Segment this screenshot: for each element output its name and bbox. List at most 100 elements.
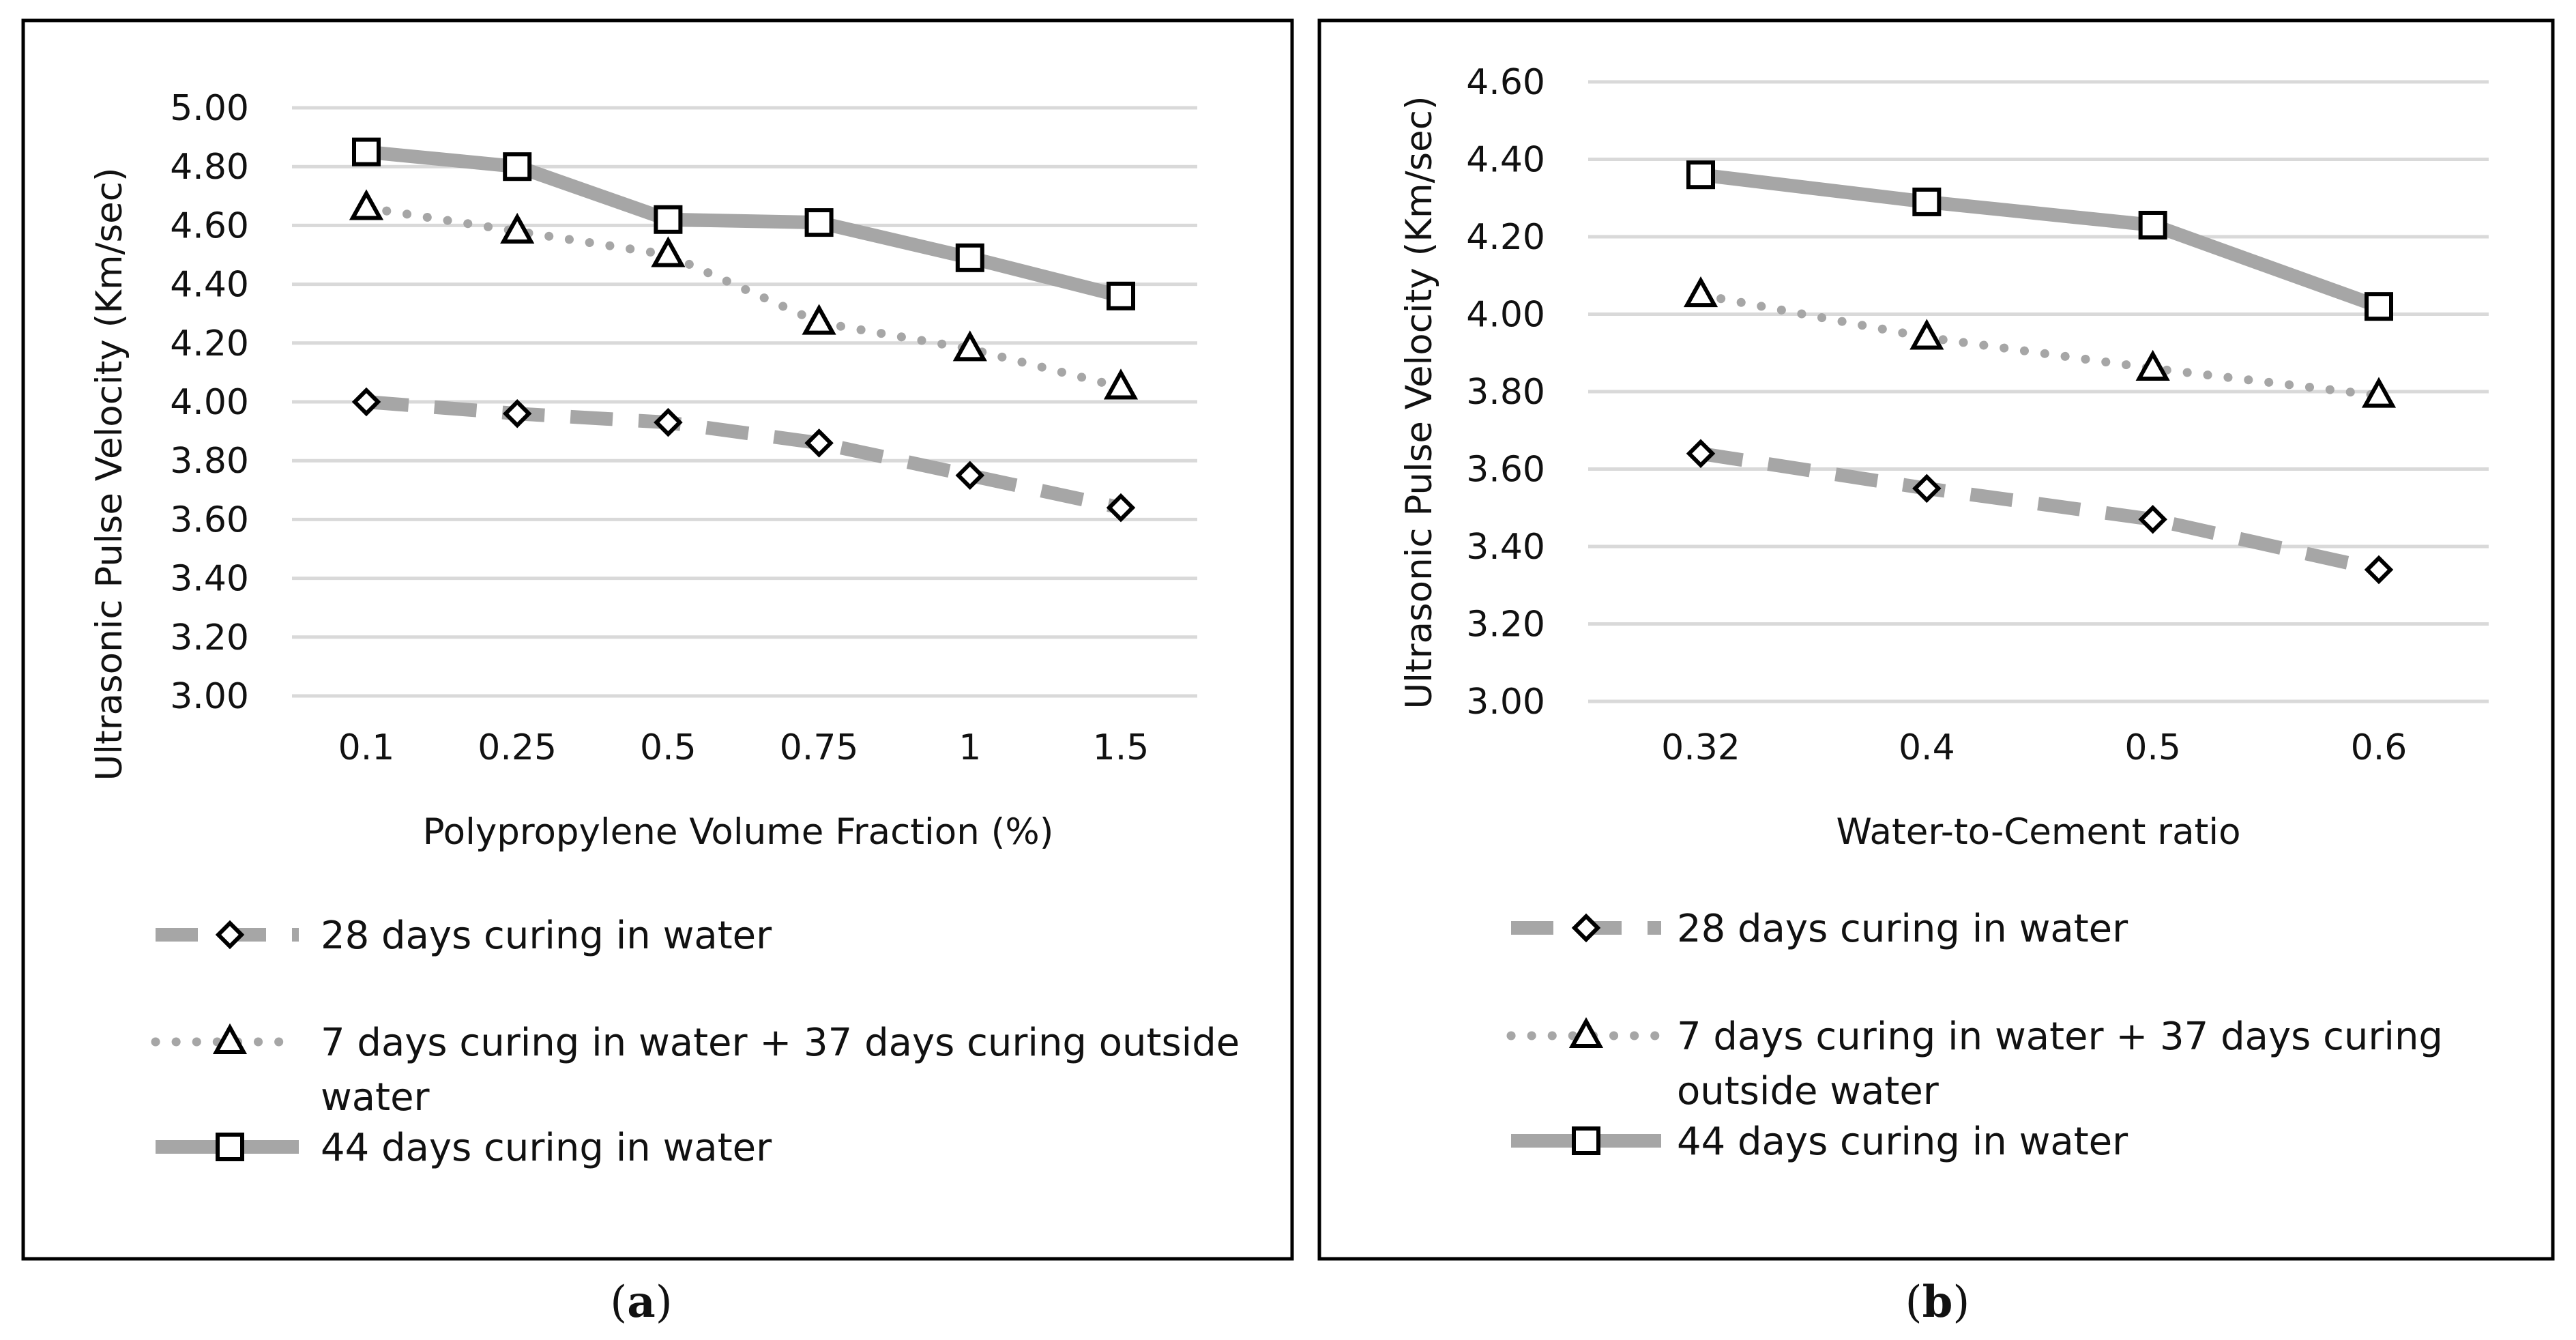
x-tick-label: 1.5: [1093, 727, 1150, 768]
y-tick-label: 4.20: [170, 323, 249, 364]
series-line-square: [1699, 168, 2382, 313]
data-point-diamond: [955, 461, 985, 490]
panel-b-legend: 28 days curing in water 7 days curing in …: [1506, 907, 2443, 1164]
data-point-triangle: [1683, 276, 1718, 308]
data-point-diamond: [2364, 555, 2394, 585]
data-point-triangle: [2135, 349, 2170, 381]
y-tick-label: 4.60: [170, 205, 249, 246]
y-tick-label: 3.60: [1466, 450, 1545, 491]
x-tick-label: 0.75: [780, 727, 859, 768]
panel-b-caption: (b): [1905, 1277, 1970, 1328]
legend-label: water: [321, 1075, 430, 1120]
x-tick-label: 0.5: [2124, 727, 2181, 768]
y-tick-label: 3.00: [170, 676, 249, 717]
y-tick-label: 3.80: [1466, 372, 1545, 413]
y-tick-label: 5.00: [170, 88, 249, 129]
data-point-diamond: [1686, 439, 1716, 469]
legend-marker-triangle: [1568, 1017, 1604, 1048]
panel-b-y-ticks: 3.00 3.20 3.40 3.60 3.80 4.00 4.20 4.40 4.60: [1466, 62, 1545, 723]
series-line-square: [366, 145, 1123, 303]
x-tick-label: 0.32: [1661, 727, 1740, 768]
data-point-square: [503, 152, 532, 181]
data-point-square: [1912, 187, 1942, 216]
data-point-square: [804, 208, 834, 237]
legend-label: 44 days curing in water: [321, 1126, 772, 1170]
panel-a-y-ticks: 3.00 3.20 3.40 3.60 3.80 4.00 4.20 4.40 4.60 4.80…: [170, 88, 249, 717]
data-point-diamond: [1106, 493, 1136, 523]
x-tick-label: 0.25: [478, 727, 557, 768]
y-tick-label: 3.00: [1466, 682, 1545, 723]
data-point-triangle: [802, 304, 836, 335]
legend-label: outside water: [1677, 1069, 1940, 1113]
data-point-square: [955, 243, 984, 272]
panel-a-y-axis-title: Ultrasonic Pulse Velocity (Km/sec): [89, 167, 130, 781]
panel-a-x-axis-title: Polypropylene Volume Fraction (%): [423, 811, 1054, 853]
x-tick-label: 0.5: [640, 727, 697, 768]
data-point-diamond: [1912, 474, 1942, 504]
panel-a-caption-label: a: [627, 1277, 655, 1328]
series-line-triangle: [1696, 290, 2384, 400]
x-tick-label: 1: [958, 727, 981, 768]
data-point-square: [352, 137, 381, 166]
y-tick-label: 4.00: [1466, 295, 1545, 336]
legend-label: 7 days curing in water + 37 days curing …: [321, 1021, 1240, 1065]
legend-label: 7 days curing in water + 37 days curing: [1677, 1015, 2443, 1059]
data-point-triangle: [2361, 377, 2397, 408]
data-point-diamond: [2138, 505, 2167, 534]
data-point-diamond: [804, 428, 834, 458]
data-point-triangle: [1909, 319, 1944, 350]
chart-panel-b: 3.00 3.20 3.40 3.60 3.80 4.00 4.20 4.40 4.60 0.3…: [1317, 18, 2555, 1328]
panel-a-caption: (a): [610, 1277, 672, 1328]
legend-label: 44 days curing in water: [1677, 1120, 2128, 1164]
y-tick-label: 4.40: [1466, 140, 1545, 181]
panel-b-x-axis-title: Water-to-Cement ratio: [1836, 811, 2241, 853]
y-tick-label: 4.80: [170, 147, 249, 188]
y-tick-label: 4.00: [170, 382, 249, 423]
legend-marker-square: [216, 1133, 244, 1161]
series-line-diamond: [366, 395, 1123, 514]
series-line-diamond: [1699, 446, 2381, 577]
chart-panel-a: 3.00 3.20 3.40 3.60 3.80 4.00 4.20 4.40 4.60 4.80…: [21, 18, 1294, 1328]
legend-marker-square: [1572, 1126, 1600, 1155]
y-tick-label: 3.40: [1466, 527, 1545, 568]
panel-b-y-axis-title: Ultrasonic Pulse Velocity (Km/sec): [1399, 96, 1440, 709]
panel-a-legend: 28 days curing in water 7 days curing in …: [151, 914, 1240, 1170]
legend-marker-diamond: [215, 920, 245, 950]
data-point-square: [654, 205, 683, 234]
panel-a-frame: [21, 18, 1294, 1261]
y-tick-label: 3.40: [170, 559, 249, 600]
y-tick-label: 3.20: [170, 617, 249, 658]
data-point-triangle: [952, 330, 987, 362]
legend-marker-diamond: [1571, 913, 1601, 943]
data-point-triangle: [500, 212, 535, 244]
legend-marker-triangle: [212, 1023, 248, 1054]
data-point-diamond: [502, 398, 532, 428]
data-point-triangle: [651, 236, 686, 267]
panel-a-x-ticks: 0.1 0.25 0.5 0.75 1 1.5: [338, 727, 1150, 768]
data-point-square: [2138, 210, 2167, 239]
y-tick-label: 3.60: [170, 499, 249, 540]
y-tick-label: 4.40: [170, 265, 249, 306]
x-tick-label: 0.1: [338, 727, 395, 768]
y-tick-label: 3.80: [170, 441, 249, 482]
y-tick-label: 3.20: [1466, 605, 1545, 645]
panel-a-series: [349, 137, 1139, 523]
legend-label: 28 days curing in water: [1677, 907, 2128, 951]
data-point-diamond: [654, 407, 683, 437]
data-point-square: [2365, 292, 2393, 321]
panel-a-gridlines: [292, 106, 1197, 698]
panel-b-caption-label: b: [1922, 1277, 1953, 1328]
data-point-diamond: [351, 387, 381, 417]
panel-b-x-ticks: 0.32 0.4 0.5 0.6: [1661, 727, 2407, 768]
data-point-triangle: [1103, 368, 1139, 400]
legend-label: 28 days curing in water: [321, 914, 772, 958]
panel-b-frame: [1317, 18, 2555, 1261]
y-tick-label: 4.20: [1466, 217, 1545, 258]
y-tick-label: 4.60: [1466, 62, 1545, 103]
panel-b-gridlines: [1588, 80, 2489, 703]
x-tick-label: 0.4: [1899, 727, 1955, 768]
data-point-triangle: [349, 189, 384, 220]
data-point-square: [1686, 160, 1715, 190]
data-point-square: [1107, 281, 1135, 310]
